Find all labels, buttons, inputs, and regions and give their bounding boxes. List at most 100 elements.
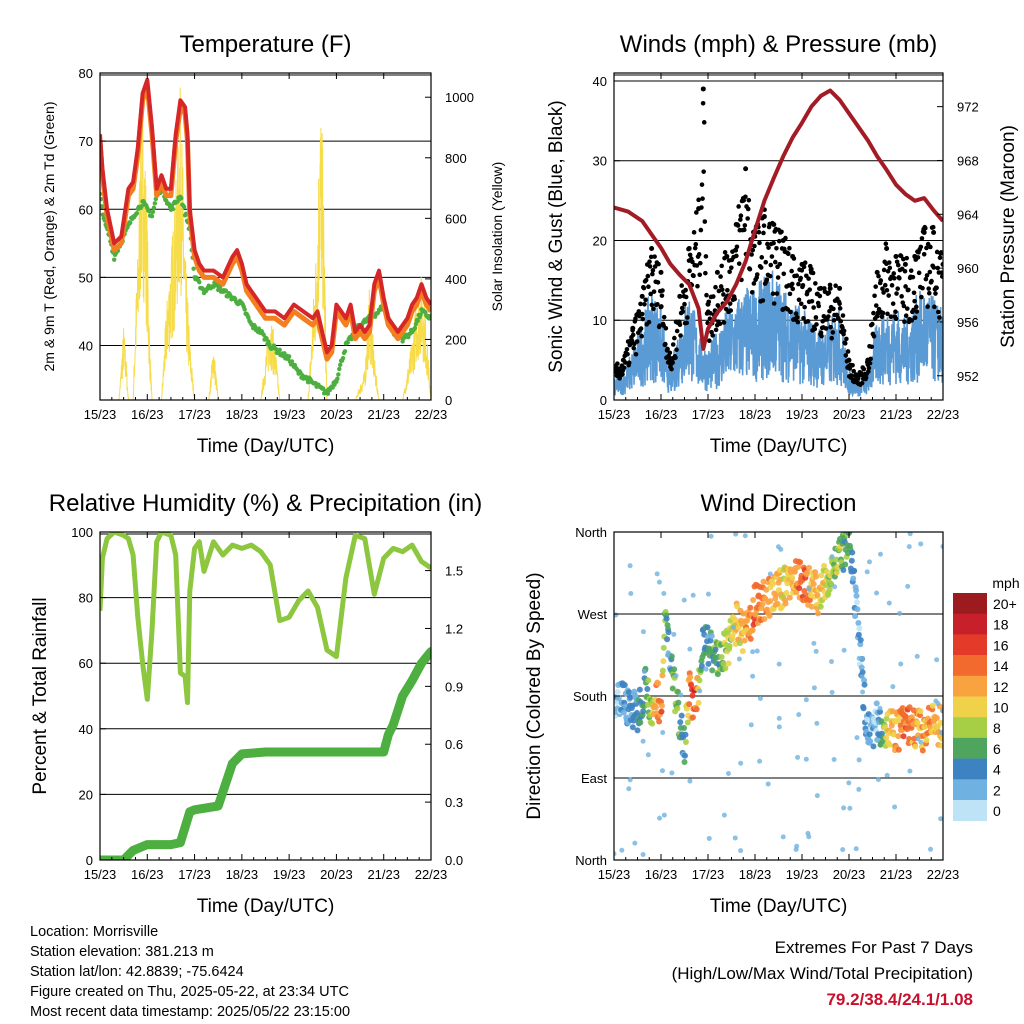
x-tick-label: 18/23 xyxy=(226,867,259,882)
direction-point xyxy=(671,631,677,637)
direction-point xyxy=(856,625,863,632)
panel-3: 15/23 16/23 17/23 18/23 19/23 20/23 21/23 22/23… xyxy=(524,490,1020,917)
gust-point xyxy=(655,301,660,307)
solar-insolation-line xyxy=(100,87,431,400)
gust-point xyxy=(652,254,657,259)
direction-point xyxy=(900,733,907,740)
direction-point xyxy=(853,599,860,606)
gust-point xyxy=(921,251,927,257)
dewpoint-point xyxy=(181,204,187,210)
gust-point xyxy=(891,271,897,276)
gust-point xyxy=(881,267,887,273)
dewpoint-point xyxy=(183,211,189,217)
gust-point xyxy=(921,230,927,236)
direction-point xyxy=(637,719,644,726)
gust-point xyxy=(679,305,685,311)
gust-point xyxy=(672,335,677,341)
gust-point xyxy=(771,240,776,246)
direction-point xyxy=(870,743,877,750)
gust-point xyxy=(884,245,890,251)
x-tick-label: 16/23 xyxy=(131,407,164,422)
gust-point xyxy=(884,287,890,293)
direction-point xyxy=(829,659,835,665)
x-axis-label: Time (Day/UTC) xyxy=(710,436,848,457)
gust-point xyxy=(812,326,818,332)
gust-point xyxy=(799,268,805,273)
gust-point xyxy=(894,291,899,296)
gust-point xyxy=(690,259,695,265)
gust-point xyxy=(620,357,626,363)
direction-point xyxy=(866,731,873,738)
x-tick-label: 22/23 xyxy=(927,407,960,422)
gust-point xyxy=(861,366,867,372)
gust-point xyxy=(651,289,657,294)
gust-point xyxy=(645,273,651,279)
latlon-text: Station lat/lon: 42.8839; -75.6424 xyxy=(30,964,244,980)
direction-point xyxy=(818,572,825,579)
direction-point xyxy=(652,704,659,711)
direction-point xyxy=(747,635,754,642)
gust-point xyxy=(743,194,748,200)
direction-point xyxy=(678,692,684,698)
gust-point xyxy=(937,255,943,261)
gust-point xyxy=(874,269,880,275)
direction-point xyxy=(629,724,636,731)
gust-point xyxy=(682,301,687,307)
gust-point xyxy=(799,261,805,267)
direction-point xyxy=(657,815,663,821)
dewpoint-point xyxy=(151,205,157,211)
gust-point xyxy=(721,320,727,325)
gust-point xyxy=(808,269,814,275)
gust-point xyxy=(790,286,796,292)
gust-point xyxy=(733,222,739,228)
gust-point xyxy=(845,349,851,354)
dewpoint-point xyxy=(286,354,292,359)
direction-point xyxy=(689,714,696,721)
gust-point xyxy=(893,309,898,315)
direction-point xyxy=(795,563,802,570)
direction-point xyxy=(627,694,634,701)
direction-point xyxy=(776,715,782,721)
gust-point xyxy=(650,271,655,277)
gust-point xyxy=(633,352,639,357)
direction-point xyxy=(898,661,904,667)
legend-label: 16 xyxy=(993,637,1009,653)
x-tick-label: 16/23 xyxy=(645,407,678,422)
x-tick-label: 15/23 xyxy=(84,867,117,882)
direction-point xyxy=(645,752,651,758)
gust-point xyxy=(721,292,726,297)
gust-point xyxy=(841,328,847,334)
legend-swatch xyxy=(953,696,987,718)
gust-point xyxy=(886,260,892,265)
direction-point xyxy=(732,835,738,841)
gust-point xyxy=(636,309,642,314)
x-tick-label: 19/23 xyxy=(273,867,306,882)
gust-point xyxy=(775,275,781,280)
y-tick-label: 60 xyxy=(79,202,93,217)
direction-point xyxy=(914,653,920,659)
direction-point xyxy=(906,544,912,550)
data-group xyxy=(100,77,431,400)
gust-point xyxy=(837,301,842,306)
y-axis-label: 2m & 9m T (Red, Orange) & 2m Td (Green) xyxy=(41,102,57,372)
gust-point xyxy=(766,245,771,250)
gust-point xyxy=(745,206,751,212)
direction-point xyxy=(641,668,647,674)
gust-point xyxy=(746,197,752,203)
direction-point xyxy=(923,737,930,744)
gust-point xyxy=(924,273,930,278)
gust-point xyxy=(679,283,684,288)
temp-9m-line xyxy=(100,84,431,362)
direction-point xyxy=(690,592,696,598)
gust-point xyxy=(833,283,838,288)
y-tick-label: 70 xyxy=(79,134,93,149)
dewpoint-point xyxy=(149,214,155,219)
direction-point xyxy=(831,757,837,763)
direction-point xyxy=(813,573,820,580)
gust-point xyxy=(694,210,699,215)
gust-point xyxy=(699,182,705,187)
gust-point xyxy=(798,301,804,307)
gust-point xyxy=(931,230,937,236)
gust-point xyxy=(940,271,943,277)
gust-point xyxy=(918,244,924,250)
